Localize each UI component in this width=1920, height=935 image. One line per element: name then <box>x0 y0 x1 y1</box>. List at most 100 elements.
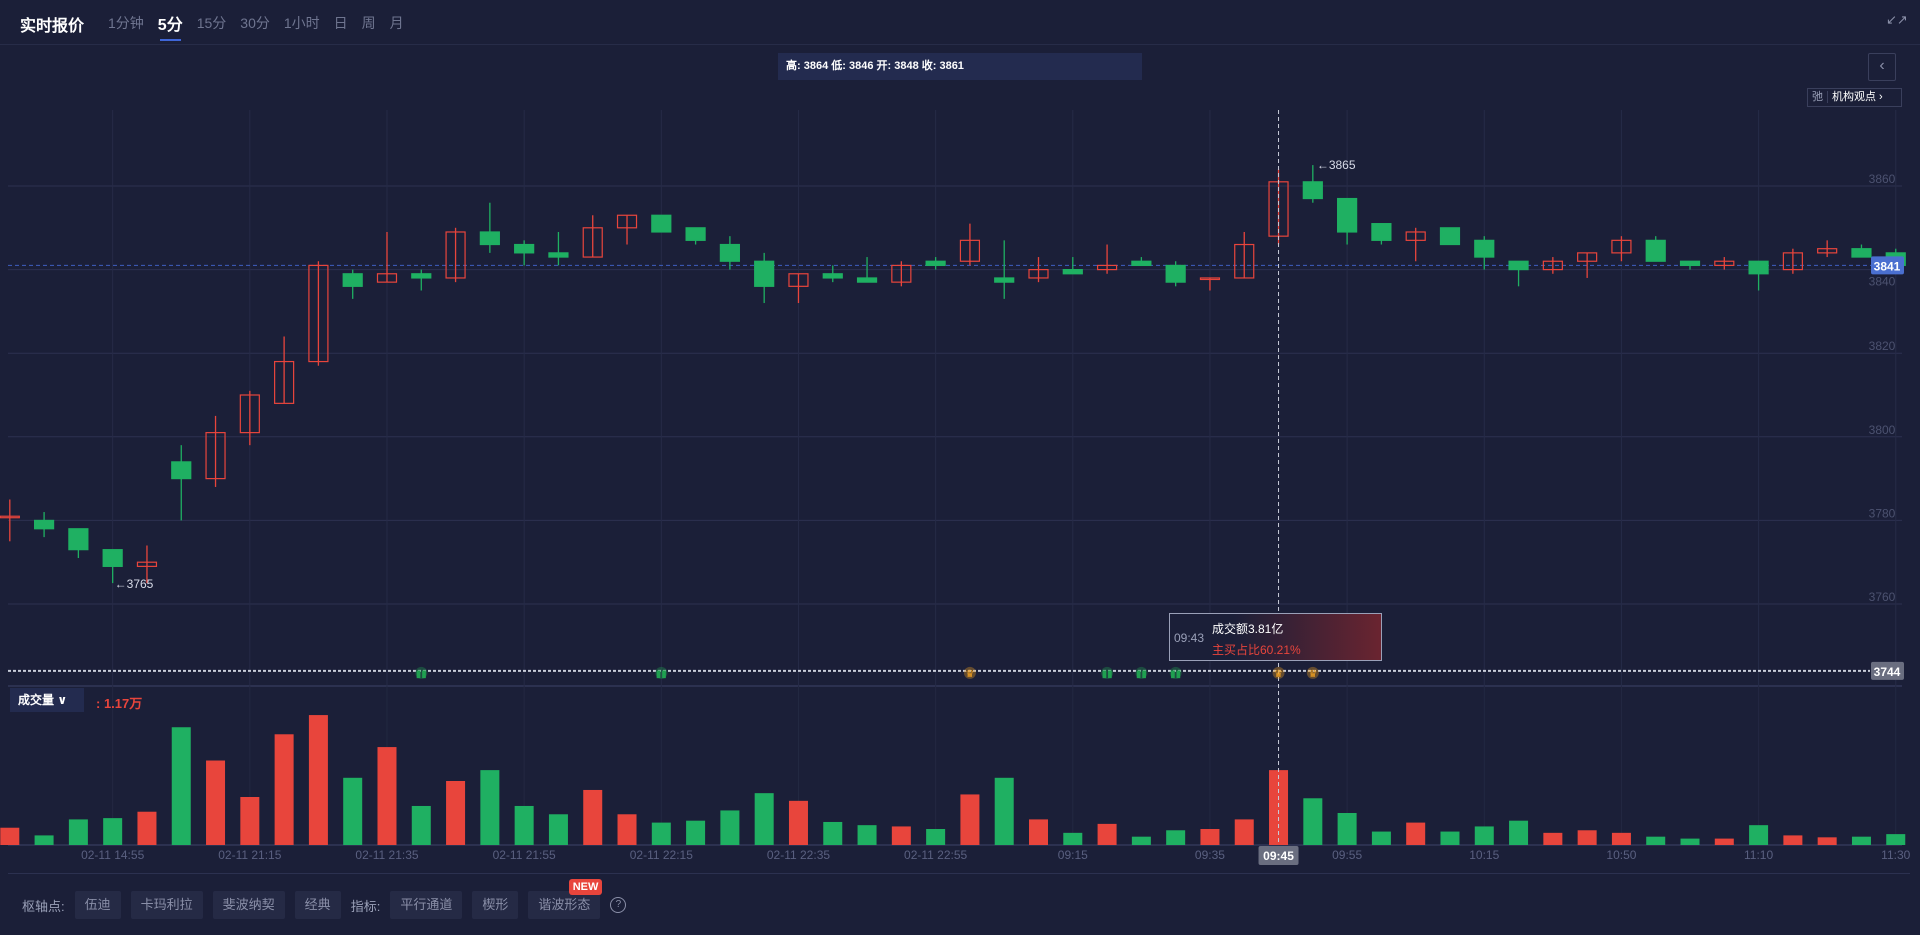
last-price-value: 3841 <box>1874 259 1901 273</box>
volume-bar <box>686 820 706 845</box>
signal-marker-icon: ▮▮ <box>1102 669 1113 680</box>
pivot-camarilla-button[interactable]: 卡玛利拉 <box>130 891 203 919</box>
pivot-woodie-button[interactable]: 伍迪 <box>74 891 121 919</box>
tab-6[interactable]: 周 <box>361 15 376 31</box>
candle-body <box>548 252 569 258</box>
candle-body <box>411 273 432 279</box>
volume-bar <box>446 781 466 845</box>
collapse-panel-button[interactable]: ‹ <box>1868 53 1896 81</box>
volume-bar <box>1886 834 1906 845</box>
signal-marker-bg <box>1101 666 1114 679</box>
candle-body <box>719 243 740 262</box>
candle-body <box>0 515 20 519</box>
candle-body <box>1199 277 1221 281</box>
volume-bar <box>411 805 431 845</box>
volume-bar <box>206 760 226 845</box>
candle-body <box>1096 264 1118 271</box>
volume-bar <box>34 835 54 845</box>
tooltip-time: 09:43 <box>1174 631 1205 645</box>
candle-body <box>1714 260 1735 267</box>
wedge-button[interactable]: 楔形 <box>472 891 519 919</box>
indicator-label: 指标: <box>350 898 381 914</box>
x-tick-label: 11:10 <box>1744 848 1773 862</box>
volume-value: : 1.17万 <box>96 696 143 711</box>
divider <box>8 873 1910 874</box>
signal-marker-bg <box>1169 666 1182 679</box>
page-title: 实时报价 <box>20 18 85 35</box>
volume-bar <box>68 819 88 845</box>
pivot-fibonacci-button[interactable]: 斐波纳契 <box>212 891 285 919</box>
candle-body <box>1782 252 1803 271</box>
ohlc-info-bar: 高: 3864 低: 3846 开: 3848 收: 3861 <box>778 53 1142 80</box>
volume-bar <box>583 789 603 845</box>
tab-1[interactable]: 5分 <box>158 11 183 41</box>
volume-bar <box>960 794 980 845</box>
shrink-arrows-icon[interactable]: ↙↗ <box>1886 12 1908 27</box>
tab-0[interactable]: 1分钟 <box>108 15 144 31</box>
candle-body <box>925 260 946 267</box>
chevron-down-icon: ∨ <box>57 693 68 707</box>
volume-bar <box>857 825 877 845</box>
candle-body <box>479 231 500 246</box>
volume-bar <box>274 734 294 845</box>
volume-bar <box>103 818 123 845</box>
volume-bar <box>1269 770 1289 845</box>
volume-bar <box>1029 819 1048 845</box>
volume-bar <box>1611 832 1631 845</box>
volume-bar <box>1234 819 1254 845</box>
institution-view-label: 机构观点 <box>1832 91 1876 103</box>
candle-body <box>1234 243 1255 279</box>
tab-7[interactable]: 月 <box>389 15 404 31</box>
trade-tooltip: 09:43 成交额3.81亿 主买占比60.21% <box>1169 613 1382 661</box>
harmonic-pattern-button[interactable]: 谐波形态 NEW <box>528 879 603 919</box>
candle-body <box>1165 264 1186 283</box>
volume-bar <box>1817 837 1837 845</box>
x-tick-label: 02-11 22:35 <box>767 848 830 862</box>
candle-body <box>33 519 55 530</box>
x-tick-label: 02-11 22:55 <box>904 848 967 862</box>
candle-body <box>1131 260 1152 267</box>
signal-marker-icon: ▮▮ <box>1136 669 1147 680</box>
volume-bar <box>1783 835 1803 845</box>
tab-3[interactable]: 30分 <box>240 15 270 31</box>
candle-body <box>342 273 363 287</box>
candle-body <box>1028 269 1049 279</box>
volume-bar <box>1166 830 1186 845</box>
signal-marker-bg <box>963 666 976 679</box>
volume-bar <box>788 800 808 845</box>
volume-bar <box>1577 830 1597 845</box>
candle-body <box>1645 239 1666 262</box>
candle-body <box>1474 239 1495 258</box>
candle-body <box>239 394 260 434</box>
candle-body <box>102 549 123 567</box>
help-icon[interactable]: ? <box>610 897 627 913</box>
tab-5[interactable]: 日 <box>333 15 348 31</box>
volume-bar <box>1646 836 1666 845</box>
volume-bar <box>1509 820 1529 845</box>
candle-body <box>1542 260 1563 271</box>
candle-body <box>1577 252 1598 262</box>
volume-bar <box>1543 832 1563 845</box>
volume-bar <box>1303 798 1323 845</box>
volume-bar <box>754 793 774 845</box>
parallel-channel-button[interactable]: 平行通道 <box>390 891 463 919</box>
new-badge: NEW <box>568 879 603 895</box>
tab-2[interactable]: 15分 <box>196 15 227 31</box>
volume-bar <box>651 822 671 845</box>
tab-4[interactable]: 1小时 <box>283 15 320 31</box>
pivot-classic-button[interactable]: 经典 <box>294 891 341 919</box>
volume-bar <box>240 797 260 845</box>
volume-select-label: 成交量 <box>18 693 55 707</box>
volume-bar <box>1131 836 1151 845</box>
volume-bar <box>891 826 911 845</box>
x-tick-label: 09:55 <box>1332 848 1362 862</box>
candle-body <box>651 214 672 233</box>
tooltip-buy-ratio: 主买占比60.21% <box>1212 643 1301 657</box>
volume-bar <box>823 821 843 845</box>
institution-view-button[interactable]: 弛机构观点 › <box>1807 88 1902 107</box>
volume-bar <box>480 770 500 845</box>
candle-body <box>1371 223 1392 241</box>
volume-bar <box>171 727 191 845</box>
volume-indicator-select[interactable]: 成交量 ∨ <box>10 688 84 712</box>
